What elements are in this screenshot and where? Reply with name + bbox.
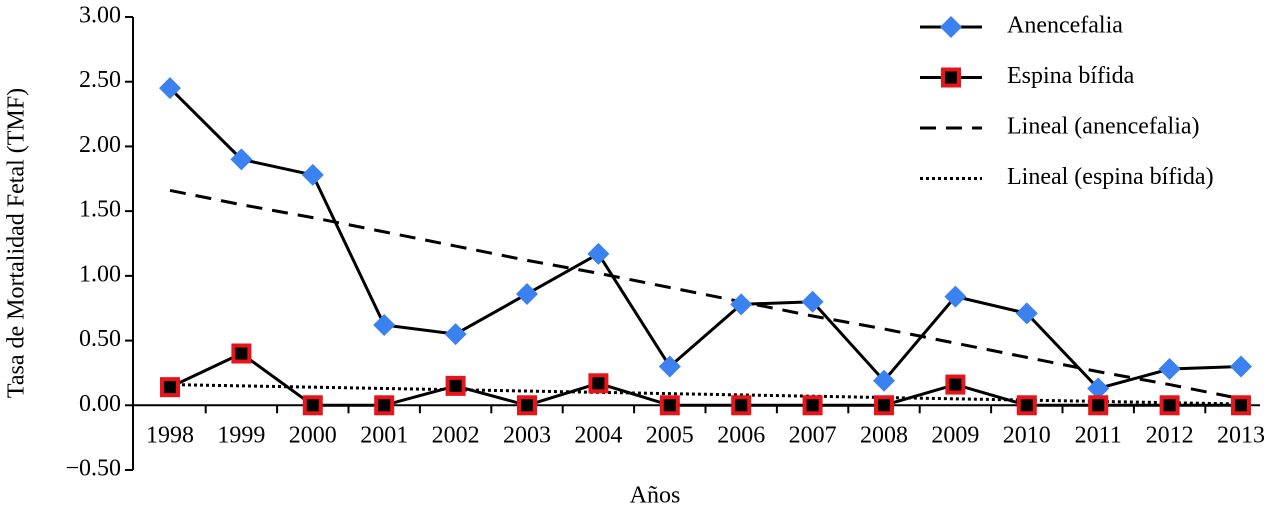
legend-label: Anencefalia: [1007, 13, 1123, 39]
y-tick-label: 3.00: [79, 3, 121, 29]
diamond-marker: [444, 323, 467, 346]
x-tick-label: 2006: [717, 423, 765, 449]
diamond-marker: [873, 369, 895, 392]
y-tick-label: 0.00: [79, 391, 121, 417]
square-marker: [945, 374, 966, 395]
x-axis-title: Años: [630, 483, 681, 509]
x-tick-label: 1998: [146, 423, 194, 449]
y-tick-label: 1.00: [79, 261, 121, 287]
square-marker: [1016, 395, 1037, 416]
square-marker: [659, 395, 680, 416]
x-tick-label: 2012: [1146, 423, 1194, 449]
diamond-marker: [801, 290, 824, 313]
x-tick-label: 2003: [503, 423, 551, 449]
square-marker: [374, 395, 395, 416]
diamond-marker: [301, 163, 324, 186]
diamond-marker: [516, 282, 538, 305]
square-marker: [517, 395, 537, 416]
square-marker: [874, 395, 894, 416]
legend-label: Lineal (espina bífida): [1007, 164, 1214, 190]
x-tick-label: 2011: [1075, 423, 1122, 449]
square-marker: [160, 377, 180, 398]
square-marker: [1231, 395, 1251, 416]
y-tick-label: 1.50: [79, 197, 121, 223]
diamond-marker: [944, 285, 967, 308]
diamond-marker: [730, 293, 753, 316]
legend-marker: [941, 67, 961, 88]
y-tick-label: 2.00: [79, 132, 121, 158]
diamond-marker: [1015, 302, 1038, 325]
x-tick-label: 2005: [646, 423, 694, 449]
square-marker: [445, 375, 466, 396]
y-tick-label: −0.50: [65, 456, 121, 482]
legend-label: Lineal (anencefalia): [1007, 114, 1200, 140]
square-marker: [731, 395, 752, 416]
diamond-marker: [658, 355, 681, 378]
diamond-marker: [230, 148, 253, 171]
x-tick-label: 2004: [574, 423, 622, 449]
x-tick-label: 2010: [1003, 423, 1051, 449]
square-marker: [302, 395, 323, 416]
x-tick-label: 1999: [217, 423, 265, 449]
x-tick-label: 2013: [1217, 423, 1264, 449]
diamond-marker: [587, 242, 610, 265]
x-tick-label: 2007: [789, 423, 837, 449]
diamond-marker: [159, 77, 181, 100]
square-marker: [1159, 395, 1180, 416]
series-line: [169, 351, 1241, 407]
diamond-marker: [1158, 358, 1181, 381]
x-tick-label: 2009: [931, 423, 979, 449]
series-line: [168, 87, 1242, 391]
y-tick-label: 0.50: [79, 326, 121, 352]
x-tick-label: 2000: [289, 423, 337, 449]
diamond-marker: [373, 314, 396, 337]
square-marker: [231, 343, 252, 364]
legend-marker: [940, 16, 962, 38]
diamond-marker: [1230, 355, 1252, 378]
x-tick-label: 2008: [860, 423, 908, 449]
x-tick-label: 2001: [360, 423, 408, 449]
legend-label: Espina bífida: [1007, 63, 1135, 89]
diamond-marker: [1087, 377, 1110, 400]
square-marker: [802, 395, 823, 416]
y-tick-label: 2.50: [79, 67, 121, 93]
square-marker: [1088, 395, 1109, 416]
x-tick-label: 2002: [432, 423, 480, 449]
series-line: [169, 383, 1242, 406]
square-marker: [588, 373, 609, 394]
y-axis-title: Tasa de Mortalidad Fetal (TMF): [4, 88, 30, 398]
